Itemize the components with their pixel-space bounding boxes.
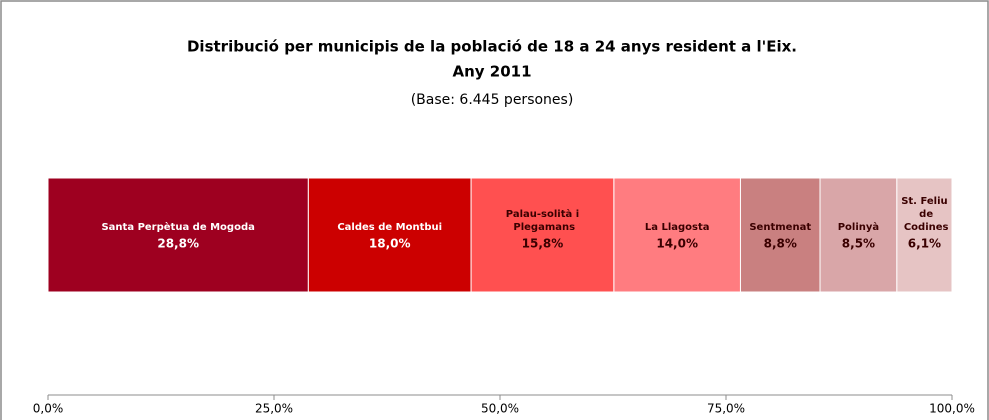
segment-label: Sentmenat: [749, 222, 811, 233]
value-label: 8,5%: [842, 237, 875, 251]
segment-label: Santa Perpètua de Mogoda: [101, 221, 254, 233]
chart-title: Distribució per municipis de la població…: [187, 38, 797, 56]
segment-label: Palau-solità i Plegamans: [506, 208, 579, 233]
x-tick-label: 0,0%: [33, 402, 64, 416]
x-tick-label: 100,0%: [929, 402, 975, 416]
value-label: 18,0%: [369, 237, 411, 251]
value-label: 28,8%: [157, 237, 199, 251]
value-label: 6,1%: [908, 237, 941, 251]
bar-segment: [307, 177, 472, 293]
bar-segment: [739, 177, 821, 293]
chart-title: Any 2011: [452, 63, 531, 81]
value-label: 14,0%: [656, 237, 698, 251]
x-tick-label: 75,0%: [707, 402, 745, 416]
bar-segment: [613, 177, 741, 293]
x-tick-label: 50,0%: [481, 402, 519, 416]
x-tick-label: 25,0%: [255, 402, 293, 416]
value-label: 15,8%: [522, 237, 564, 251]
chart-subtitle: (Base: 6.445 persones): [411, 92, 574, 108]
bar-segment: [470, 177, 615, 293]
value-label: 8,8%: [764, 237, 797, 251]
bar-segment: [896, 177, 953, 293]
bar-segment: [819, 177, 898, 293]
segment-label: St. Feliu de Codines: [900, 196, 948, 233]
segment-label: Polinyà: [838, 221, 879, 233]
segment-label: Caldes de Montbui: [337, 222, 442, 233]
bar-segment: [47, 177, 309, 293]
segment-label: La Llagosta: [645, 222, 710, 233]
